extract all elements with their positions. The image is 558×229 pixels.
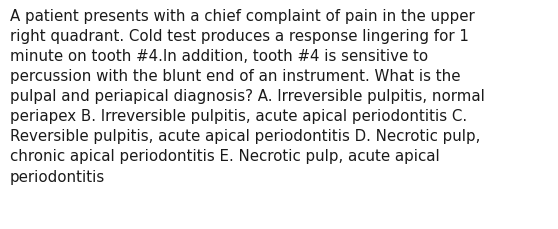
Text: A patient presents with a chief complaint of pain in the upper
right quadrant. C: A patient presents with a chief complain… <box>10 9 485 184</box>
